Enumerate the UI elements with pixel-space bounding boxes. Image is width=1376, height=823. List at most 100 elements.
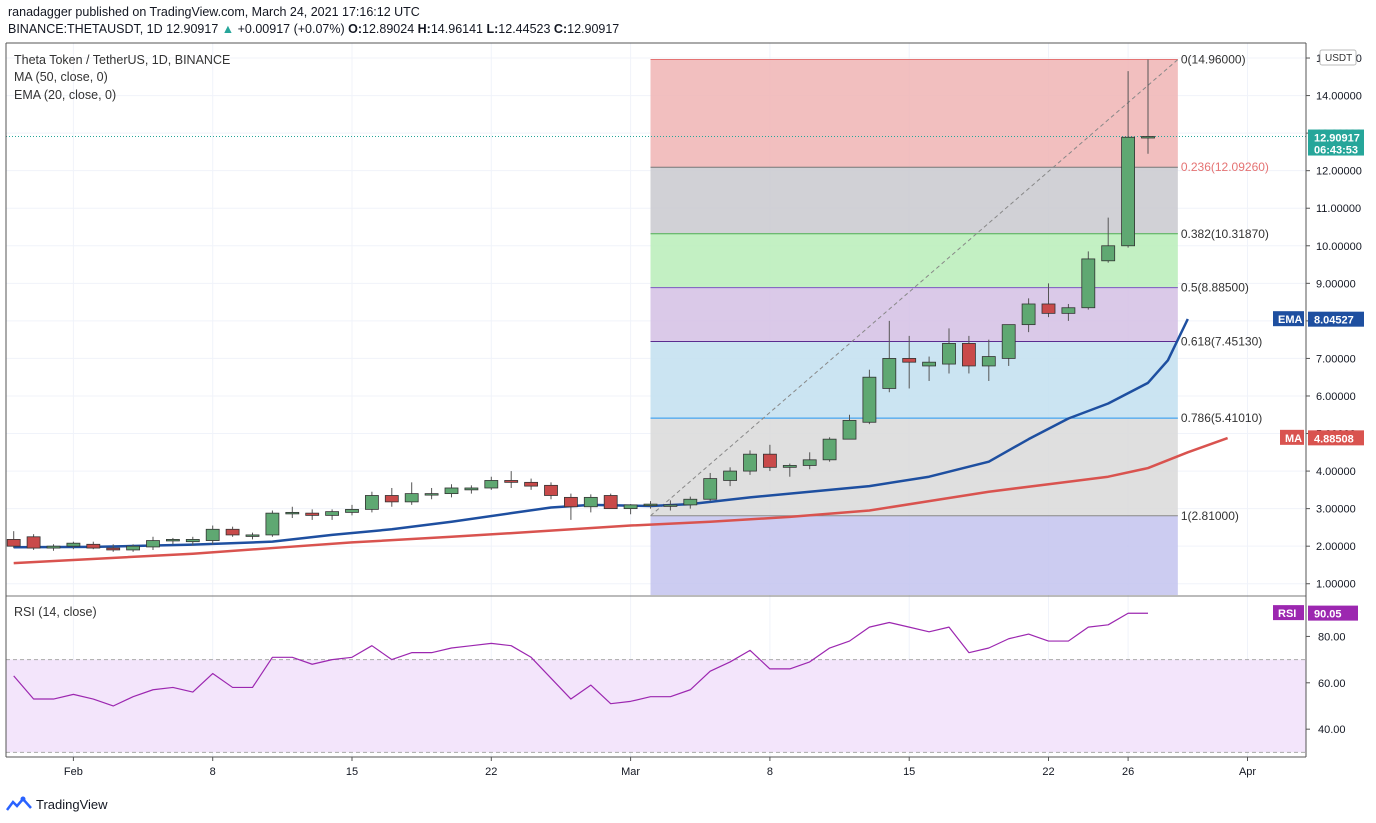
candle [902, 335, 917, 389]
rsi-tick-label: 60.00 [1318, 678, 1346, 690]
candle [1081, 251, 1096, 310]
price-tick-label: 1.00000 [1316, 579, 1356, 591]
candle-body [424, 493, 439, 496]
ema-tag: EMA [1278, 314, 1303, 326]
time-tick-label: Mar [621, 766, 640, 778]
candle-body [1001, 324, 1016, 359]
currency-box [1319, 49, 1357, 66]
candle [663, 500, 678, 511]
fib-trend-line [650, 59, 1179, 517]
fib-label-0.382: 0.382(10.31870) [1181, 227, 1269, 241]
candle [325, 509, 340, 520]
time-tick-label: 8 [210, 766, 216, 778]
rsi-tick-label: 80.00 [1318, 631, 1346, 643]
candle-body [1081, 258, 1096, 309]
candle [962, 335, 976, 374]
candle [106, 544, 121, 552]
tradingview-icon [6, 796, 32, 811]
candle-body [6, 539, 21, 547]
rsi-legend[interactable]: RSI (14, close) [14, 605, 97, 619]
ema-tag-bg [1273, 311, 1304, 327]
current-price-badge-bg [1308, 129, 1364, 156]
candle [444, 484, 459, 498]
candle-body [1021, 303, 1036, 326]
candle-body [345, 508, 359, 513]
candle-body [1101, 245, 1116, 262]
rsi-value-badge-text: 90.05 [1314, 609, 1342, 621]
candle-body [1141, 136, 1155, 139]
fib-zone-0.5 [650, 287, 1178, 342]
candle [942, 328, 956, 374]
candle [126, 544, 140, 552]
rsi-value-badge: 90.05 [1308, 605, 1358, 621]
fib-zone-0.786 [650, 418, 1178, 516]
rsi-line [13, 612, 1148, 707]
candle-body [623, 504, 638, 510]
candle-body [46, 545, 61, 549]
candle-body [86, 543, 101, 549]
ema-value-badge: 8.04527 [1308, 311, 1364, 327]
candle-body [683, 498, 698, 506]
fib-label-0.5: 0.5(8.88500) [1181, 281, 1249, 295]
candle-body [643, 503, 658, 507]
candle-body [464, 487, 479, 491]
candle-body [524, 481, 538, 487]
candle [802, 452, 817, 470]
candle-body [962, 343, 976, 367]
price-tick-label: 12.00000 [1316, 166, 1362, 178]
fib-zone-0.236 [650, 167, 1178, 234]
price-tick-label: 9.00000 [1316, 278, 1356, 290]
candle-body [882, 358, 897, 389]
price-tick-label: 2.00000 [1316, 541, 1356, 553]
candle [146, 536, 160, 550]
chart-title[interactable]: Theta Token / TetherUS, 1D, BINANCE [14, 53, 231, 67]
candle [225, 526, 240, 537]
candle [484, 476, 499, 490]
fib-zone-0.382 [650, 233, 1178, 288]
ma-tag: MA [1285, 433, 1302, 445]
fib-zone-1 [650, 515, 1178, 595]
current-price-badge-text: 12.90917 [1314, 133, 1360, 145]
price-pane[interactable]: 0(14.96000) 0.236(12.09260) 0.382(10.31870… [6, 43, 1306, 757]
candle [842, 414, 857, 440]
candle-body [1061, 307, 1076, 314]
candle [544, 482, 558, 500]
candle-body [444, 487, 459, 495]
price-tick-label: 3.00000 [1316, 504, 1356, 516]
tradingview-logo[interactable]: TradingView [6, 796, 108, 812]
candle-body [484, 480, 499, 489]
up-arrow-icon: ▲ [221, 22, 235, 36]
rsi-tag-bg [1273, 605, 1304, 621]
candle-body [265, 512, 280, 536]
time-tick-label: 15 [346, 766, 358, 778]
candle [6, 531, 21, 549]
high-value: 14.96141 [430, 22, 483, 36]
open-value: 12.89024 [362, 22, 415, 36]
candle [66, 541, 81, 550]
candle-body [703, 478, 718, 500]
candle-body [245, 534, 260, 537]
price-tick-label: 4.00000 [1316, 466, 1356, 478]
time-tick-label: 26 [1122, 766, 1134, 778]
candle-body [225, 528, 240, 536]
candle-body [723, 470, 737, 481]
time-tick-label: 22 [1042, 766, 1054, 778]
candle-body [185, 539, 200, 543]
ema-value-badge-bg [1308, 311, 1364, 327]
candle [504, 471, 519, 488]
open-label: O: [348, 22, 363, 36]
time-tick-label: Apr [1239, 766, 1256, 778]
candle [46, 544, 61, 551]
candle [26, 534, 41, 550]
current-price-badge-text: 06:43:53 [1314, 145, 1358, 157]
rsi-band [6, 659, 1306, 753]
candle [86, 541, 101, 550]
ma-legend[interactable]: MA (50, close, 0) [14, 70, 108, 84]
candle [564, 493, 578, 520]
ema-legend[interactable]: EMA (20, close, 0) [14, 88, 117, 102]
rsi-pane[interactable] [6, 612, 1306, 753]
candle-body [205, 528, 220, 541]
candle-body [504, 480, 519, 483]
